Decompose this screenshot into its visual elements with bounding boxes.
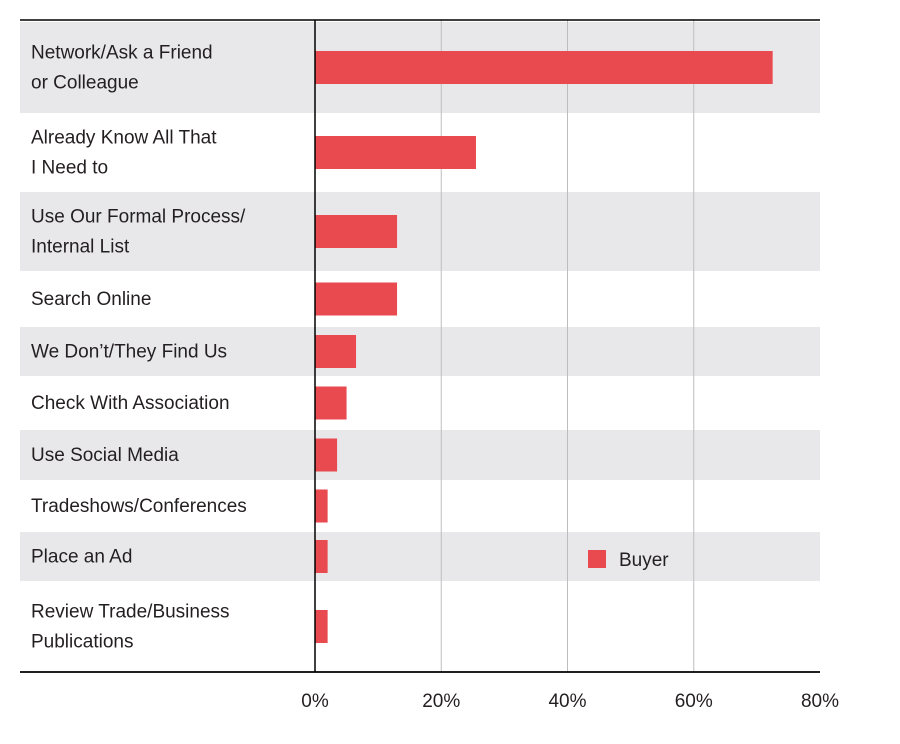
row-band	[20, 430, 820, 480]
x-tick-label: 60%	[675, 691, 713, 712]
category-label: Review Trade/Business Publications	[31, 602, 230, 653]
x-tick-label: 20%	[422, 691, 460, 712]
bar	[315, 489, 328, 523]
legend: Buyer	[588, 550, 669, 571]
x-tick-label: 0%	[301, 691, 329, 712]
category-label-line: Tradeshows/Conferences	[31, 496, 247, 517]
category-label-line: or Colleague	[31, 73, 139, 94]
bar	[315, 215, 398, 248]
category-label-line: Use Social Media	[31, 445, 179, 466]
category-label: We Don’t/They Find Us	[31, 342, 227, 363]
category-label-line: Search Online	[31, 289, 151, 310]
bars	[315, 51, 773, 643]
bar	[315, 386, 347, 420]
bar	[315, 438, 338, 472]
category-labels: Network/Ask a Friend or Colleague Already …	[31, 43, 247, 653]
category-label-line: Check With Association	[31, 393, 230, 414]
category-label-line: Already Know All That	[31, 128, 217, 149]
x-tick-label: 80%	[801, 691, 839, 712]
category-label-line: Network/Ask a Friend	[31, 43, 213, 64]
legend-label: Buyer	[619, 550, 669, 571]
category-label: Network/Ask a Friend or Colleague	[31, 43, 213, 94]
category-label-line: We Don’t/They Find Us	[31, 342, 227, 363]
row-band	[20, 532, 820, 581]
category-label-line: Internal List	[31, 237, 130, 258]
category-label: Use Social Media	[31, 445, 179, 466]
bar	[315, 335, 357, 368]
row-bands	[20, 22, 820, 581]
category-label: Use Our Formal Process/Internal List	[31, 207, 246, 258]
x-tick-labels: 0% 20% 40% 60% 80%	[301, 691, 839, 712]
category-label-line: I Need to	[31, 158, 108, 179]
legend-swatch	[588, 550, 606, 568]
category-label: Search Online	[31, 289, 151, 310]
bar	[315, 282, 398, 316]
category-label-line: Place an Ad	[31, 547, 132, 568]
category-label: Check With Association	[31, 393, 230, 414]
row-band	[20, 192, 820, 271]
category-label-line: Publications	[31, 632, 133, 653]
bar	[315, 51, 773, 84]
axes	[20, 19, 820, 673]
category-label: Tradeshows/Conferences	[31, 496, 247, 517]
row-band	[20, 327, 820, 376]
category-label: Already Know All That I Need to	[31, 128, 217, 179]
bar	[315, 136, 476, 169]
x-tick-label: 40%	[548, 691, 586, 712]
bar	[315, 540, 328, 573]
category-label-line: Use Our Formal Process/	[31, 207, 246, 228]
category-label-line: Review Trade/Business	[31, 602, 230, 623]
gridlines	[440, 20, 695, 672]
bar	[315, 610, 328, 643]
category-label: Place an Ad	[31, 547, 132, 568]
